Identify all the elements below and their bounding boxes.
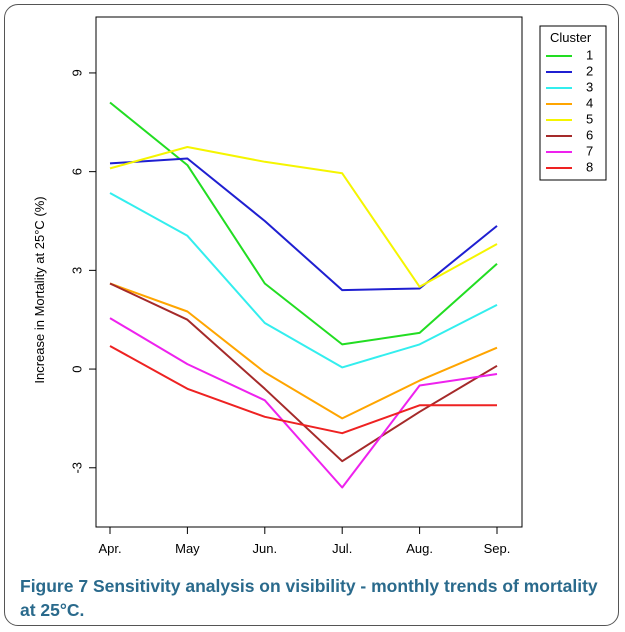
series-line-2 (109, 157, 498, 292)
legend-label-5: 5 (586, 111, 593, 126)
series-line-8 (109, 345, 497, 435)
caption-text: Sensitivity analysis on visibility - mon… (20, 576, 598, 620)
legend-label-3: 3 (586, 79, 593, 94)
y-axis-label: Increase in Mortality at 25°C (%) (32, 196, 47, 383)
y-tick-label: 9 (69, 69, 84, 76)
y-axis: -3 0 3 6 9 (69, 69, 96, 474)
y-tick-label: -3 (69, 462, 84, 474)
x-tick-label: Jun. (253, 541, 278, 556)
x-tick-label: Aug. (406, 541, 433, 556)
legend-label-8: 8 (586, 159, 593, 174)
x-tick-label: Apr. (98, 541, 121, 556)
x-tick-label: May (175, 541, 200, 556)
series-line-7 (109, 317, 498, 489)
legend-label-2: 2 (586, 63, 593, 78)
figure-caption: Figure 7 Sensitivity analysis on visibil… (20, 574, 610, 622)
series-line-3 (109, 192, 498, 369)
legend-label-1: 1 (586, 47, 593, 62)
caption-label: Figure 7 (20, 576, 89, 596)
plot-area (95, 16, 523, 528)
series-line-5 (109, 146, 498, 288)
series-layer (109, 101, 498, 489)
legend-label-7: 7 (586, 143, 593, 158)
legend-label-6: 6 (586, 127, 593, 142)
x-tick-label: Sep. (484, 541, 511, 556)
x-tick-label: Jul. (332, 541, 352, 556)
legend-title: Cluster (550, 30, 592, 45)
y-tick-label: 0 (69, 365, 84, 372)
x-axis: Apr. May Jun. Jul. Aug. Sep. (98, 527, 510, 556)
figure-frame (4, 4, 619, 626)
legend-box (539, 25, 607, 181)
y-tick-label: 3 (69, 267, 84, 274)
series-line-1 (109, 101, 498, 346)
legend-label-4: 4 (586, 95, 593, 110)
y-tick-label: 6 (69, 168, 84, 175)
series-line-4 (109, 282, 498, 420)
